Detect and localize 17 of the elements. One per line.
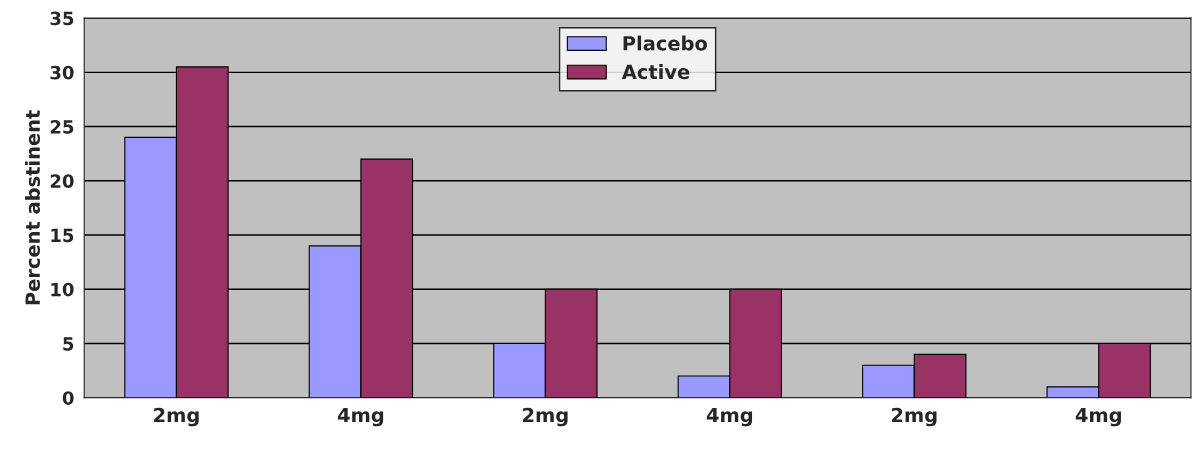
- y-tick-label: 35: [50, 11, 74, 26]
- y-tick-label: 10: [51, 282, 74, 297]
- y-tick-label: 15: [51, 228, 74, 243]
- y-tick-label: 0: [62, 391, 74, 405]
- x-tick-label: 2mg: [154, 407, 199, 427]
- y-tick-label: 25: [50, 120, 74, 134]
- y-tick-label: 5: [63, 337, 74, 351]
- y-tick-label: 20: [50, 174, 74, 188]
- legend-label: Placebo: [623, 35, 707, 51]
- x-tick-label: 4mg: [706, 407, 753, 427]
- y-tick-label: 30: [50, 65, 74, 80]
- legend-label: Active: [621, 64, 690, 80]
- y-axis-title: Percent abstinent: [24, 110, 41, 305]
- x-tick-label: 4mg: [1075, 407, 1121, 427]
- x-tick-label: 2mg: [523, 407, 568, 427]
- x-tick-label: 4mg: [337, 407, 384, 427]
- x-tick-label: 2mg: [891, 407, 937, 427]
